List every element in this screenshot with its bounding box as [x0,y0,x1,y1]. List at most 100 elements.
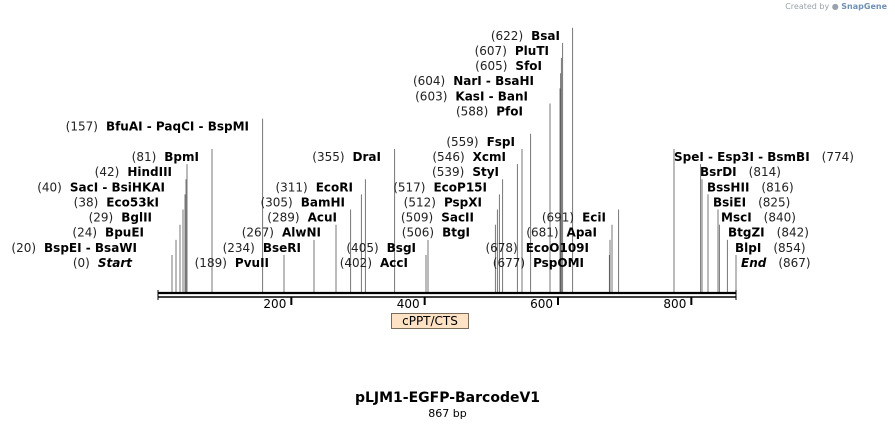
restriction-site-label[interactable]: BsiEI (825) [713,195,790,209]
restriction-site-label[interactable]: (305) BamHI [260,195,345,209]
restriction-site-label[interactable]: (691) EciI [542,211,606,225]
site-position: (311) [275,180,307,194]
site-enzyme-name: DraI [353,150,381,164]
restriction-site-label[interactable]: (603) KasI - BanI [415,89,528,103]
site-enzyme-name: HindIII [127,165,172,179]
site-position: (402) [340,256,372,270]
restriction-site-label[interactable]: (38) Eco53kI [74,195,159,209]
restriction-site-label[interactable]: (0) Start [73,256,133,270]
restriction-site-label[interactable]: BlpI (854) [735,241,806,255]
site-position: (289) [267,211,299,225]
restriction-site-label[interactable]: (267) AlwNI [242,226,321,240]
site-enzyme-name: SfoI [515,59,542,73]
site-position: (774) [822,150,854,164]
site-enzyme-name: PluTI [515,44,549,58]
restriction-site-label[interactable]: (234) BseRI [223,241,301,255]
site-position: (681) [526,226,558,240]
site-position: (677) [493,256,525,270]
site-enzyme-name: PvuII [235,256,269,270]
site-labels: (0) Start (20) BspEI - BsaWI(24) BpuEI(29) Bg… [11,29,854,270]
restriction-site-label[interactable]: (681) ApaI [526,226,597,240]
site-enzyme-name: ApaI [567,226,597,240]
restriction-site-label[interactable]: BsrDI (814) [700,165,781,179]
site-position: (622) [491,29,523,43]
site-position: (157) [66,120,98,134]
restriction-site-label[interactable]: (40) SacI - BsiHKAI [37,180,165,194]
site-enzyme-name: BfuAI - PaqCI - BspMI [106,120,249,134]
restriction-site-label[interactable]: (677) PspOMI [493,256,584,270]
site-position: (588) [456,105,488,119]
restriction-site-label[interactable]: SpeI - Esp3I - BsmBI (774) [674,150,854,164]
restriction-site-label[interactable]: (189) PvuII [195,256,269,270]
site-position: (607) [475,44,507,58]
site-enzyme-name: AccI [380,256,408,270]
site-leader-lines [171,27,737,292]
restriction-site-label[interactable]: (157) BfuAI - PaqCI - BspMI [66,120,249,134]
site-enzyme-name: KasI - BanI [455,89,528,103]
site-position: (24) [72,226,97,240]
site-position: (0) [73,256,90,270]
site-position: (20) [11,241,36,255]
restriction-site-label[interactable]: (311) EcoRI [275,180,353,194]
site-enzyme-name: EcoO109I [526,241,589,255]
site-enzyme-name: SpeI - Esp3I - BsmBI [674,150,810,164]
restriction-site-label[interactable]: (289) AcuI [267,211,337,225]
restriction-site-label[interactable]: (517) EcoP15I [393,180,487,194]
site-position: (81) [132,150,157,164]
restriction-site-label[interactable]: (559) FspI [446,135,515,149]
restriction-site-label[interactable]: (29) BglII [89,211,152,225]
site-enzyme-name: BssHII [707,180,749,194]
restriction-site-label[interactable]: BtgZI (842) [728,226,809,240]
tick-label: 400 [397,297,420,311]
restriction-site-label[interactable]: (607) PluTI [475,44,549,58]
restriction-site-label[interactable]: (402) AccI [340,256,408,270]
restriction-site-label[interactable]: (588) PfoI [456,105,523,119]
site-enzyme-name: BseRI [263,241,301,255]
site-enzyme-name: EcoRI [316,180,353,194]
site-enzyme-name: AlwNI [282,226,321,240]
restriction-site-label[interactable]: (604) NarI - BsaHI [413,74,534,88]
restriction-site-label[interactable]: (622) BsaI [491,29,560,43]
site-position: (512) [404,195,436,209]
restriction-site-label[interactable]: (81) BpmI [132,150,199,164]
site-position: (816) [761,180,793,194]
site-enzyme-name: BtgI [442,226,470,240]
restriction-site-label[interactable]: (24) BpuEI [72,226,144,240]
site-enzyme-name: PfoI [496,105,523,119]
site-position: (517) [393,180,425,194]
site-enzyme-name: SacI - BsiHKAI [70,180,165,194]
map-title: pLJM1-EGFP-BarcodeV1 [354,390,541,406]
restriction-site-label[interactable]: (512) PspXI [404,195,482,209]
site-position: (814) [749,165,781,179]
site-enzyme-name: BtgZI [728,226,765,240]
site-position: (546) [432,150,464,164]
feature-cppt-cts[interactable]: cPPT/CTS [391,313,469,329]
site-enzyme-name: StyI [472,165,499,179]
restriction-site-label[interactable]: (20) BspEI - BsaWI [11,241,137,255]
restriction-site-label[interactable]: (605) SfoI [475,59,542,73]
restriction-site-label[interactable]: (42) HindIII [95,165,172,179]
restriction-site-label[interactable]: (509) SacII [401,211,474,225]
site-enzyme-name: BsgI [387,241,416,255]
site-position: (509) [401,211,433,225]
restriction-site-label[interactable]: End (867) [741,256,811,270]
credit-text: Created by [785,2,830,11]
site-position: (189) [195,256,227,270]
restriction-site-label[interactable]: (546) XcmI [432,150,506,164]
restriction-site-label[interactable]: (678) EcoO109I [485,241,589,255]
site-enzyme-name: BspEI - BsaWI [44,241,137,255]
site-enzyme-name: AcuI [308,211,337,225]
restriction-site-label[interactable]: (355) DraI [312,150,381,164]
restriction-site-label[interactable]: BssHII (816) [707,180,794,194]
restriction-site-label[interactable]: (405) BsgI [346,241,416,255]
site-enzyme-name: BsrDI [700,165,737,179]
credit-brand: SnapGene [841,2,887,11]
site-enzyme-name: MscI [721,211,752,225]
restriction-site-label[interactable]: MscI (840) [721,211,796,225]
site-position: (604) [413,74,445,88]
feature-label: cPPT/CTS [402,314,458,328]
restriction-site-label[interactable]: (506) BtgI [402,226,470,240]
restriction-site-label[interactable]: (539) StyI [432,165,499,179]
site-enzyme-name: PspXI [444,195,482,209]
